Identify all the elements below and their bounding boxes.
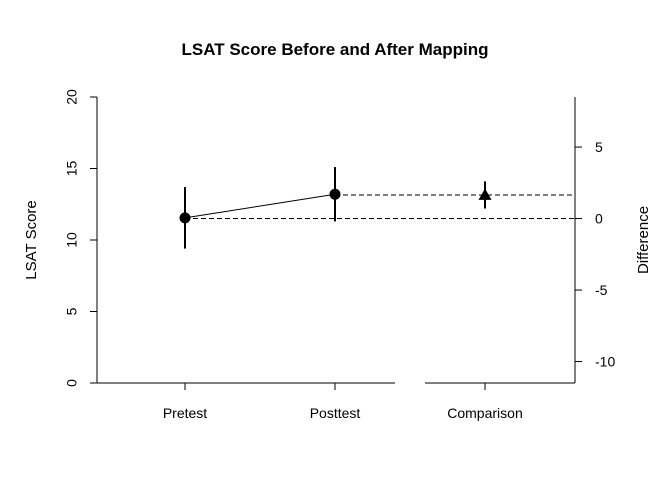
right-tick-label: -10 bbox=[595, 354, 615, 370]
left-tick-label: 0 bbox=[64, 379, 80, 387]
right-tick-label: 0 bbox=[595, 211, 603, 227]
left-tick-label: 10 bbox=[64, 232, 80, 248]
connecting-line bbox=[184, 193, 336, 219]
x-tick-label: Posttest bbox=[310, 405, 361, 421]
data-point-marker bbox=[478, 188, 492, 200]
data-point-marker bbox=[179, 212, 191, 224]
data-point-marker bbox=[329, 188, 341, 200]
right-y-axis: -10 -5 0 5 bbox=[574, 97, 615, 383]
right-tick-label: 5 bbox=[595, 139, 603, 155]
y-axis-label: LSAT Score bbox=[23, 200, 40, 279]
chart-title: LSAT Score Before and After Mapping bbox=[182, 40, 489, 59]
x-axis: Pretest Posttest Comparison bbox=[97, 382, 575, 421]
series-line bbox=[184, 193, 336, 219]
x-tick-label: Pretest bbox=[163, 405, 207, 421]
data-point-group bbox=[329, 167, 341, 222]
data-point-group bbox=[478, 181, 492, 209]
left-tick-label: 15 bbox=[64, 161, 80, 177]
left-tick-label: 5 bbox=[64, 307, 80, 315]
data-points bbox=[179, 167, 492, 249]
reference-lines bbox=[185, 194, 575, 220]
right-tick-label: -5 bbox=[595, 282, 608, 298]
data-point-group bbox=[179, 187, 191, 249]
y2-axis-label: Difference bbox=[635, 206, 652, 274]
left-tick-label: 20 bbox=[64, 89, 80, 105]
x-tick-label: Comparison bbox=[447, 405, 522, 421]
left-y-axis: 0 5 10 15 20 bbox=[64, 89, 98, 387]
